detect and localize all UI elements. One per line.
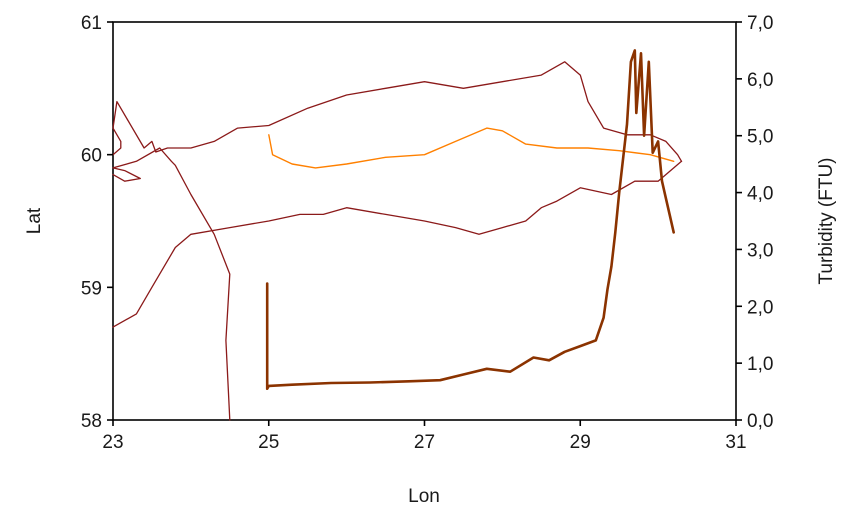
y-left-tick-label: 61 (81, 13, 102, 34)
y-axis-left-label: Lat (24, 207, 45, 234)
y-left-tick-label: 59 (81, 278, 102, 299)
x-axis: 23 25 27 29 31 (102, 420, 747, 453)
x-tick-label: 29 (570, 432, 591, 453)
y-right-tick-label: 0,0 (747, 411, 773, 432)
x-tick-label: 27 (414, 432, 435, 453)
series-line-4 (268, 127, 675, 169)
y-left-tick-label: 60 (81, 146, 102, 167)
y-axis-left: 58 59 60 61 (81, 13, 113, 432)
series-line-5 (265, 49, 676, 391)
y-right-tick-label: 6,0 (747, 70, 773, 91)
series-line-1 (112, 61, 683, 162)
y-left-tick-label: 58 (81, 411, 102, 432)
x-tick-label: 25 (258, 432, 279, 453)
y-axis-right-label: Turbidity (FTU) (816, 157, 837, 284)
x-tick-label: 23 (102, 432, 123, 453)
x-axis-label: Lon (408, 486, 440, 507)
y-right-tick-label: 7,0 (747, 13, 773, 34)
x-tick-label: 31 (725, 432, 746, 453)
series-line-2 (112, 160, 683, 328)
y-right-tick-label: 4,0 (747, 184, 773, 205)
series-line-3 (112, 147, 231, 421)
y-right-tick-label: 3,0 (747, 240, 773, 261)
series-layer (112, 49, 683, 421)
y-right-tick-label: 5,0 (747, 127, 773, 148)
y-axis-right: 0,0 1,0 2,0 3,0 4,0 5,0 6,0 7,0 (736, 13, 773, 432)
y-right-tick-label: 1,0 (747, 354, 773, 375)
y-right-tick-label: 2,0 (747, 297, 773, 318)
